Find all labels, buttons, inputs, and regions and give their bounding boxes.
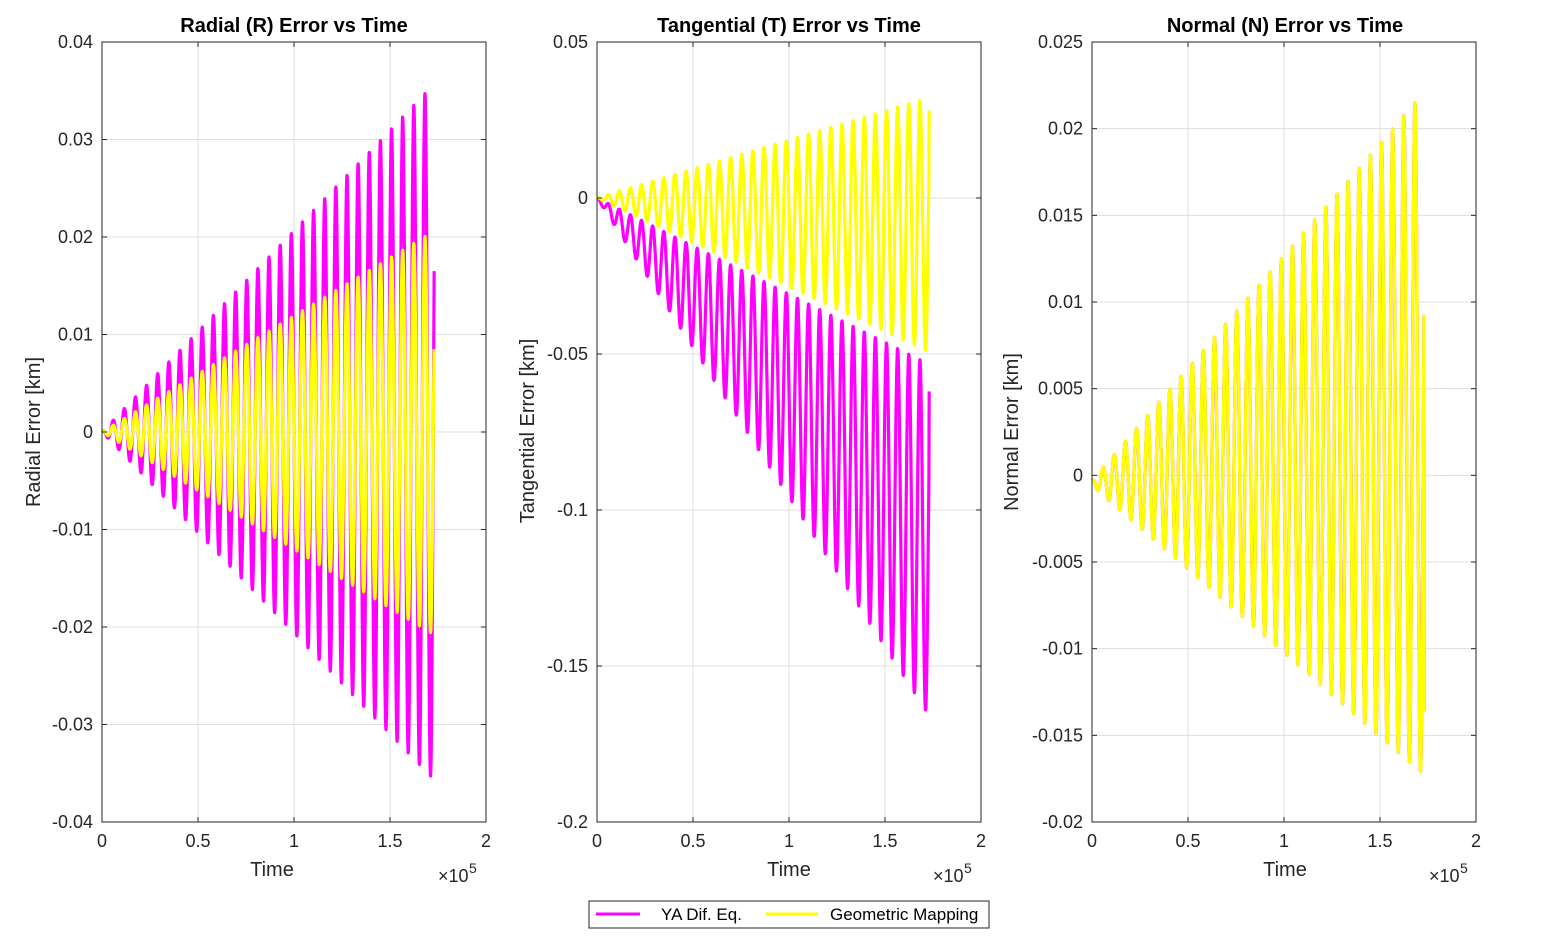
y-tick-label: -0.02 <box>52 617 93 637</box>
y-tick-label: -0.02 <box>1042 812 1083 832</box>
x-tick-label: 1.5 <box>377 831 402 851</box>
y-tick-label: -0.2 <box>557 812 588 832</box>
series-line-geometric-mapping <box>1090 101 1426 774</box>
y-axis-label: Tangential Error [km] <box>517 339 539 524</box>
plot-area: 0 0.5 1 1.5 2 -0.04 -0.03 -0.02 -0.01 0 0.01 0.02 0.… <box>52 32 491 851</box>
tangential-error-panel: 0 0.5 1 1.5 2 -0.2 -0.15 -0.1 -0.05 0 0.05 Tangent… <box>517 15 986 886</box>
legend-entry-ya: YA Dif. Eq. <box>596 905 742 924</box>
y-tick-label: 0.015 <box>1038 205 1083 225</box>
legend-box <box>588 900 990 929</box>
chart-title: Radial (R) Error vs Time <box>180 15 407 37</box>
svg-text:×10: ×10 <box>1429 866 1460 886</box>
y-tick-label: -0.15 <box>547 656 588 676</box>
series-line-geometric-mapping <box>100 235 436 635</box>
x-axis-exponent: ×10 5 <box>1429 860 1468 886</box>
x-tick-label: 2 <box>481 831 491 851</box>
x-tick-label: 1.5 <box>872 831 897 851</box>
legend: YA Dif. Eq. Geometric Mapping <box>588 900 990 929</box>
y-tick-label: -0.03 <box>52 715 93 735</box>
legend-label-geometric: Geometric Mapping <box>830 905 978 924</box>
x-tick-label: 2 <box>976 831 986 851</box>
x-axis-label: Time <box>250 859 294 881</box>
y-tick-label: 0.05 <box>553 32 588 52</box>
x-tick-label: 0.5 <box>680 831 705 851</box>
x-tick-label: 0 <box>97 831 107 851</box>
y-tick-label: -0.015 <box>1032 725 1083 745</box>
plot-area: 0 0.5 1 1.5 2 -0.02 -0.015 -0.01 -0.005 0 0.005 0.0… <box>1032 32 1481 851</box>
y-tick-label: -0.04 <box>52 812 93 832</box>
x-axis-exponent: ×10 5 <box>438 860 477 886</box>
legend-entry-geometric: Geometric Mapping <box>766 905 978 924</box>
series-line-ya-dif-eq <box>595 196 931 712</box>
y-tick-label: 0 <box>578 188 588 208</box>
legend-label-ya: YA Dif. Eq. <box>661 905 742 924</box>
y-tick-label: 0.005 <box>1038 379 1083 399</box>
normal-error-panel: 0 0.5 1 1.5 2 -0.02 -0.015 -0.01 -0.005 0 0.005 0.0… <box>1001 15 1481 886</box>
chart-title: Normal (N) Error vs Time <box>1167 15 1403 37</box>
x-axis-exponent-value: 5 <box>964 860 972 876</box>
x-tick-label: 2 <box>1471 831 1481 851</box>
svg-text:×10: ×10 <box>933 866 964 886</box>
y-tick-label: -0.01 <box>1042 639 1083 659</box>
y-tick-label: 0.04 <box>58 32 93 52</box>
y-axis-label: Radial Error [km] <box>23 357 45 507</box>
y-tick-label: 0 <box>83 422 93 442</box>
x-tick-label: 0.5 <box>1175 831 1200 851</box>
x-tick-label: 1 <box>289 831 299 851</box>
series-line-ya-dif-eq <box>100 92 436 778</box>
x-axis-label: Time <box>767 859 811 881</box>
x-tick-label: 0.5 <box>185 831 210 851</box>
x-tick-label: 0 <box>592 831 602 851</box>
y-tick-label: -0.05 <box>547 344 588 364</box>
x-tick-label: 1 <box>784 831 794 851</box>
x-axis-exponent-value: 5 <box>1460 860 1468 876</box>
x-tick-label: 1 <box>1279 831 1289 851</box>
svg-text:×10: ×10 <box>438 866 469 886</box>
y-tick-label: 0 <box>1073 465 1083 485</box>
x-tick-label: 0 <box>1087 831 1097 851</box>
y-tick-label: 0.02 <box>1048 119 1083 139</box>
x-axis-exponent-value: 5 <box>469 860 477 876</box>
y-tick-label: 0.01 <box>58 325 93 345</box>
x-axis-exponent: ×10 5 <box>933 860 972 886</box>
y-tick-label: 0.01 <box>1048 292 1083 312</box>
chart-title: Tangential (T) Error vs Time <box>657 15 921 37</box>
y-tick-label: -0.1 <box>557 500 588 520</box>
plot-area: 0 0.5 1 1.5 2 -0.2 -0.15 -0.1 -0.05 0 0.05 <box>547 32 986 851</box>
y-tick-label: -0.005 <box>1032 552 1083 572</box>
y-tick-label: 0.03 <box>58 130 93 150</box>
x-axis-label: Time <box>1263 859 1307 881</box>
y-axis-label: Normal Error [km] <box>1001 353 1023 511</box>
y-tick-label: -0.01 <box>52 520 93 540</box>
y-tick-label: 0.025 <box>1038 32 1083 52</box>
x-tick-label: 1.5 <box>1367 831 1392 851</box>
y-tick-label: 0.02 <box>58 227 93 247</box>
series-line-geometric-mapping <box>595 98 931 352</box>
radial-error-panel: 0 0.5 1 1.5 2 -0.04 -0.03 -0.02 -0.01 0 0.01 0.02 0.… <box>23 15 491 886</box>
